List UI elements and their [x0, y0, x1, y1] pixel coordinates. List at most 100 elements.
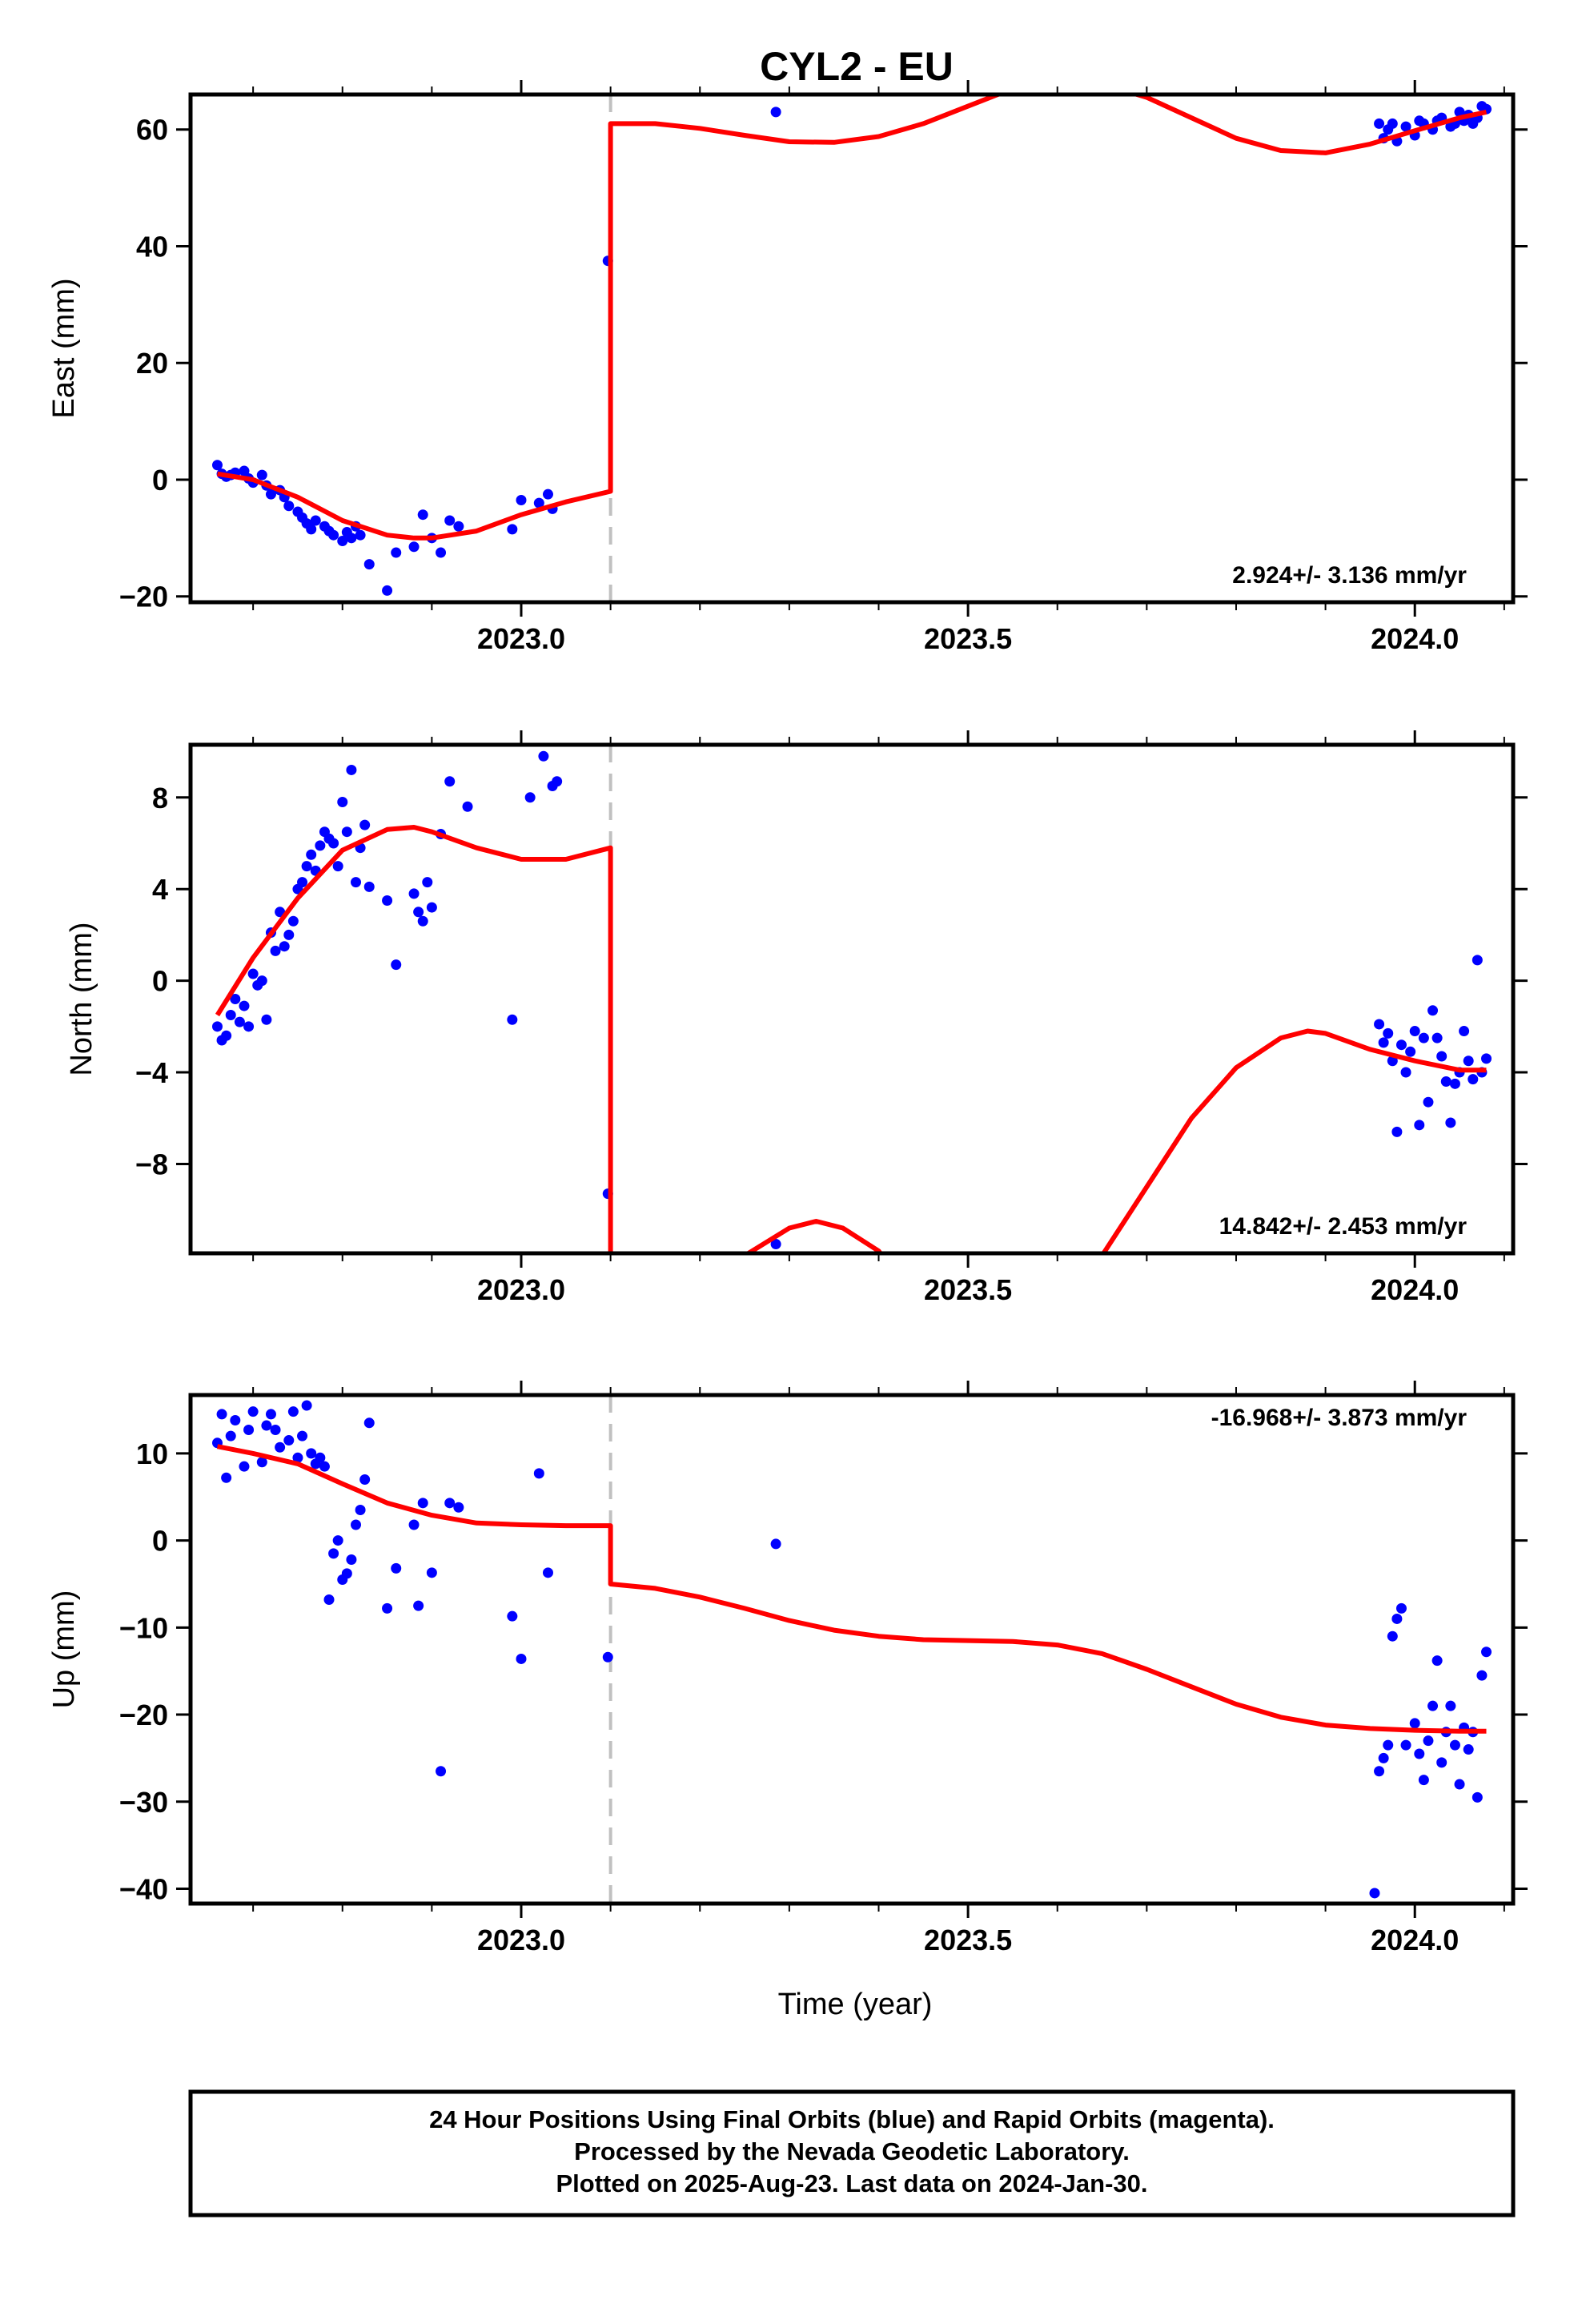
north-data-point	[346, 764, 357, 775]
east-frame	[188, 92, 1516, 605]
north-data-point	[524, 792, 536, 803]
up-data-point	[225, 1430, 236, 1441]
up-y-tick-label: 10	[136, 1437, 168, 1470]
north-data-point	[1405, 1046, 1416, 1057]
up-x-tick-label: 2023.5	[924, 1924, 1012, 1956]
north-data-point	[1440, 1076, 1452, 1087]
up-data-point	[1395, 1602, 1407, 1614]
north-data-point	[297, 877, 308, 888]
up-data-point	[275, 1441, 286, 1453]
east-data-point	[239, 465, 250, 476]
north-y-tick-label: −4	[135, 1056, 168, 1089]
up-data-point	[1463, 1744, 1474, 1755]
up-data-point	[602, 1651, 613, 1663]
north-data-point	[1472, 955, 1483, 966]
east-data-point	[355, 529, 366, 541]
north-y-tick-label: 4	[152, 873, 168, 906]
north-data-point	[426, 902, 437, 913]
up-data-point	[261, 1420, 272, 1431]
east-data-point	[1374, 118, 1385, 129]
north-x-tick-label: 2023.0	[477, 1273, 565, 1306]
east-data-point	[770, 107, 781, 118]
north-data-point	[306, 849, 317, 860]
up-data-point	[1472, 1791, 1483, 1803]
north-data-point	[1449, 1078, 1460, 1089]
north-data-point	[1445, 1117, 1456, 1128]
north-data-point	[1418, 1032, 1429, 1043]
north-y-axis-label: North (mm)	[65, 922, 98, 1076]
east-data-point	[346, 533, 357, 544]
up-data-point	[408, 1519, 420, 1530]
east-data-point	[408, 541, 420, 553]
north-data-point	[413, 907, 424, 918]
north-data-point	[1468, 1074, 1479, 1085]
up-data-point	[359, 1474, 371, 1485]
east-model-curve	[217, 94, 1488, 541]
up-data-point	[533, 1468, 544, 1479]
up-data-point	[1423, 1735, 1434, 1747]
east-y-tick-label: 60	[136, 114, 168, 147]
up-data-point	[315, 1452, 326, 1463]
north-data-point	[382, 895, 393, 907]
north-y-tick-label: −8	[135, 1148, 168, 1180]
north-data-point	[225, 1010, 236, 1021]
up-x-tick-label: 2023.0	[477, 1924, 565, 1956]
up-data-point	[306, 1448, 317, 1459]
up-data-point	[444, 1498, 456, 1509]
up-data-point	[243, 1424, 255, 1435]
north-data-point	[1481, 1053, 1492, 1064]
up-data-point	[1449, 1739, 1460, 1751]
up-data-point	[1387, 1630, 1398, 1642]
east-data-point	[382, 585, 393, 596]
north-data-point	[1400, 1067, 1411, 1078]
up-data-point	[265, 1409, 276, 1420]
east-data-point	[363, 559, 375, 570]
up-data-point	[247, 1406, 259, 1417]
east-data-point	[1454, 107, 1465, 118]
north-data-point	[417, 915, 428, 927]
north-x-tick-label: 2024.0	[1371, 1273, 1459, 1306]
north-data-point	[256, 975, 267, 987]
east-y-tick-label: 20	[136, 347, 168, 380]
east-x-tick-label: 2024.0	[1371, 622, 1459, 655]
north-data-point	[270, 945, 281, 956]
up-data-point	[507, 1610, 518, 1622]
up-data-point	[436, 1766, 447, 1777]
north-data-point	[234, 1016, 245, 1027]
north-data-point	[507, 1014, 518, 1025]
up-data-point	[239, 1461, 250, 1472]
up-data-point	[1374, 1766, 1385, 1777]
up-data-point	[292, 1452, 303, 1463]
x-axis-label: Time (year)	[778, 1988, 933, 2021]
up-data-point	[1476, 1670, 1488, 1681]
east-data-point	[306, 524, 317, 535]
up-rate-label: -16.968+/- 3.873 mm/yr	[1211, 1405, 1468, 1431]
north-data-point	[1395, 1039, 1407, 1051]
up-data-point	[319, 1461, 330, 1472]
up-data-point	[216, 1409, 227, 1420]
up-data-point	[1400, 1739, 1411, 1751]
north-data-point	[1414, 1120, 1425, 1131]
north-data-point	[770, 1239, 781, 1250]
north-frame	[188, 742, 1516, 1256]
up-data-point	[382, 1602, 393, 1614]
east-data-point	[310, 515, 321, 526]
east-y-tick-label: 40	[136, 230, 168, 263]
up-data-point	[770, 1538, 781, 1550]
east-data-point	[516, 494, 527, 505]
north-data-point	[462, 801, 473, 812]
north-data-point	[287, 915, 299, 927]
north-data-point	[261, 1014, 272, 1025]
east-data-point	[337, 535, 348, 546]
up-data-point	[516, 1653, 527, 1664]
north-plot-area	[211, 745, 1492, 1253]
up-data-point	[542, 1567, 553, 1578]
north-data-point	[1436, 1051, 1447, 1062]
up-plot-area	[211, 1395, 1492, 1904]
east-x-tick-label: 2023.5	[924, 622, 1012, 655]
up-data-point	[332, 1535, 343, 1546]
east-data-point	[391, 547, 402, 558]
north-panel: 2023.0 2023.5 2024.0 −8 −4 0 4 8 North (mm) 14.84…	[65, 730, 1528, 1306]
north-data-point	[337, 797, 348, 808]
north-data-point	[328, 838, 339, 849]
